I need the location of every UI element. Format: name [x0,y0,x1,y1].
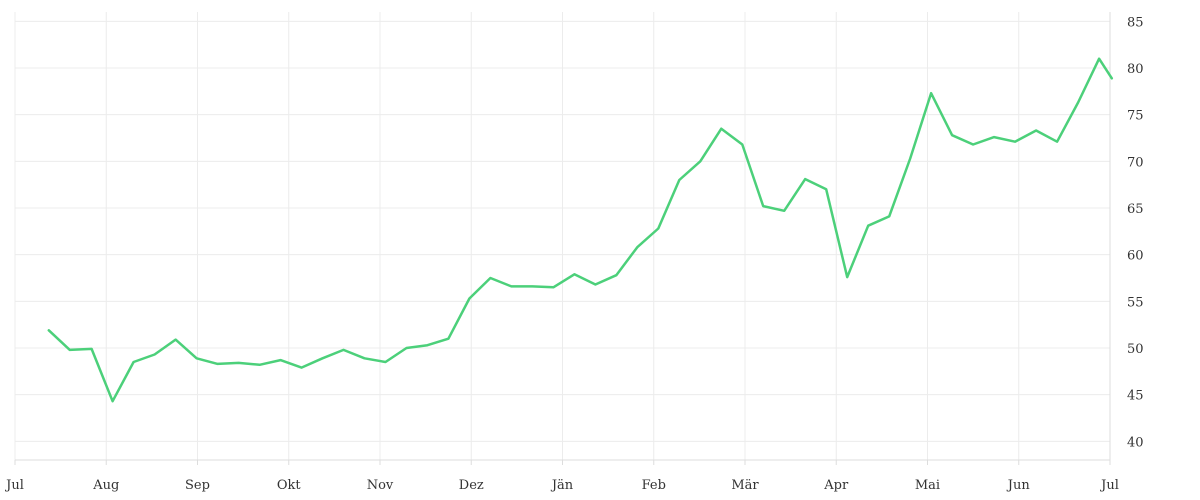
y-tick-label: 85 [1127,15,1144,30]
series-line [47,57,1114,403]
y-tick-label: 40 [1127,435,1144,450]
x-tick-label: Jän [550,478,574,493]
tick-labels: 40 45 50 55 60 65 70 75 80 85 Jul Aug Sep Okt Nov Dez Jä… [4,15,1143,493]
y-tick-label: 75 [1127,109,1144,124]
x-tick-label: Okt [277,478,302,493]
y-tick-label: 45 [1127,389,1144,404]
x-tick-label: Nov [367,478,394,493]
series-layer [47,57,1114,403]
x-tick-label: Aug [92,478,119,493]
y-tick-label: 55 [1127,295,1144,310]
x-tick-label: Jul [4,478,24,493]
x-tick-label: Apr [823,478,849,493]
x-tick-label: Feb [642,478,666,493]
x-tick-label: Dez [459,478,484,493]
y-tick-label: 70 [1127,155,1144,170]
x-tick-label: Mär [731,478,759,493]
x-tick-label: Sep [185,478,210,493]
y-tick-label: 50 [1127,342,1144,357]
y-tick-label: 65 [1127,202,1144,217]
x-tick-label: Mai [915,478,940,493]
y-tick-label: 80 [1127,62,1144,77]
x-tick-label: Jun [1006,478,1031,493]
y-tick-label: 60 [1127,249,1144,264]
grid-lines [14,12,1111,460]
x-tick-label: Jul [1099,478,1119,493]
axes [14,12,1111,465]
